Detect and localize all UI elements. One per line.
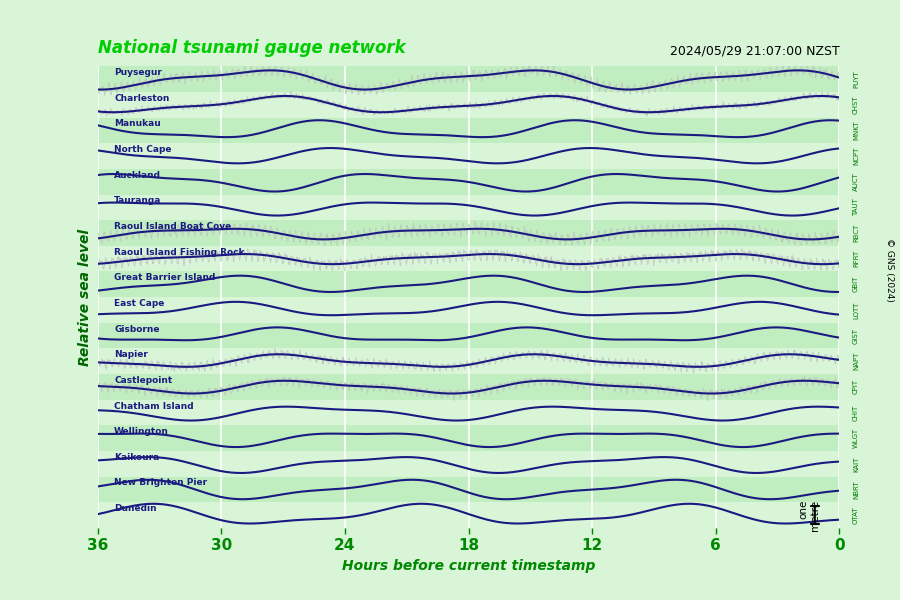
Text: OTAT: OTAT (853, 506, 859, 524)
Text: AUCT: AUCT (853, 172, 859, 191)
Text: New Brighton Pier: New Brighton Pier (114, 478, 207, 487)
Bar (97, 477, 840, 502)
Text: LOTT: LOTT (853, 301, 859, 319)
Y-axis label: Relative sea level: Relative sea level (78, 229, 92, 365)
Text: Charleston: Charleston (114, 94, 169, 103)
Text: Kaikoura: Kaikoura (114, 453, 159, 462)
Text: Tauranga: Tauranga (114, 196, 161, 205)
Bar (97, 451, 840, 477)
Bar (97, 374, 840, 400)
Text: East Cape: East Cape (114, 299, 165, 308)
Bar (97, 66, 840, 92)
Bar (97, 400, 840, 425)
Text: CHIT: CHIT (853, 404, 859, 421)
Text: 2024/05/29 21:07:00 NZST: 2024/05/29 21:07:00 NZST (670, 44, 840, 57)
Text: CPIT: CPIT (853, 379, 859, 394)
Text: Napier: Napier (114, 350, 148, 359)
Text: © GNS (2024): © GNS (2024) (885, 238, 894, 302)
Text: MNKT: MNKT (853, 121, 859, 140)
Bar (97, 194, 840, 220)
Bar (97, 425, 840, 451)
Text: TAUT: TAUT (853, 199, 859, 216)
Text: RFRT: RFRT (853, 250, 859, 267)
Bar (97, 143, 840, 169)
Bar (97, 220, 840, 246)
Text: Chatham Island: Chatham Island (114, 401, 194, 410)
Bar (97, 349, 840, 374)
Bar (97, 271, 840, 297)
Text: Raoul Island Fishing Rock: Raoul Island Fishing Rock (114, 248, 245, 257)
Text: KAIT: KAIT (853, 456, 859, 472)
Bar (97, 118, 840, 143)
Text: GIST: GIST (853, 328, 859, 344)
X-axis label: Hours before current timestamp: Hours before current timestamp (342, 559, 595, 573)
Text: Wellington: Wellington (114, 427, 169, 436)
Text: Raoul Island Boat Cove: Raoul Island Boat Cove (114, 222, 231, 231)
Text: Manukau: Manukau (114, 119, 161, 128)
Text: Dunedin: Dunedin (114, 504, 157, 513)
Text: Gisborne: Gisborne (114, 325, 159, 334)
Bar (97, 246, 840, 271)
Text: NAPT: NAPT (853, 352, 859, 370)
Text: Castlepoint: Castlepoint (114, 376, 172, 385)
Text: PUYT: PUYT (853, 70, 859, 88)
Text: NCPT: NCPT (853, 147, 859, 165)
Text: GBIT: GBIT (853, 276, 859, 292)
Text: North Cape: North Cape (114, 145, 172, 154)
Text: one
metre: one metre (798, 500, 820, 531)
Bar (97, 169, 840, 194)
Bar (97, 297, 840, 323)
Text: Auckland: Auckland (114, 170, 161, 179)
Text: Puysegur: Puysegur (114, 68, 162, 77)
Bar (97, 323, 840, 349)
Text: NBRT: NBRT (853, 480, 859, 499)
Bar (97, 502, 840, 528)
Text: CHST: CHST (853, 95, 859, 114)
Text: Great Barrier Island: Great Barrier Island (114, 273, 215, 282)
Text: WLGT: WLGT (853, 428, 859, 448)
Text: National tsunami gauge network: National tsunami gauge network (97, 39, 405, 57)
Bar (97, 92, 840, 118)
Text: RBCT: RBCT (853, 224, 859, 242)
